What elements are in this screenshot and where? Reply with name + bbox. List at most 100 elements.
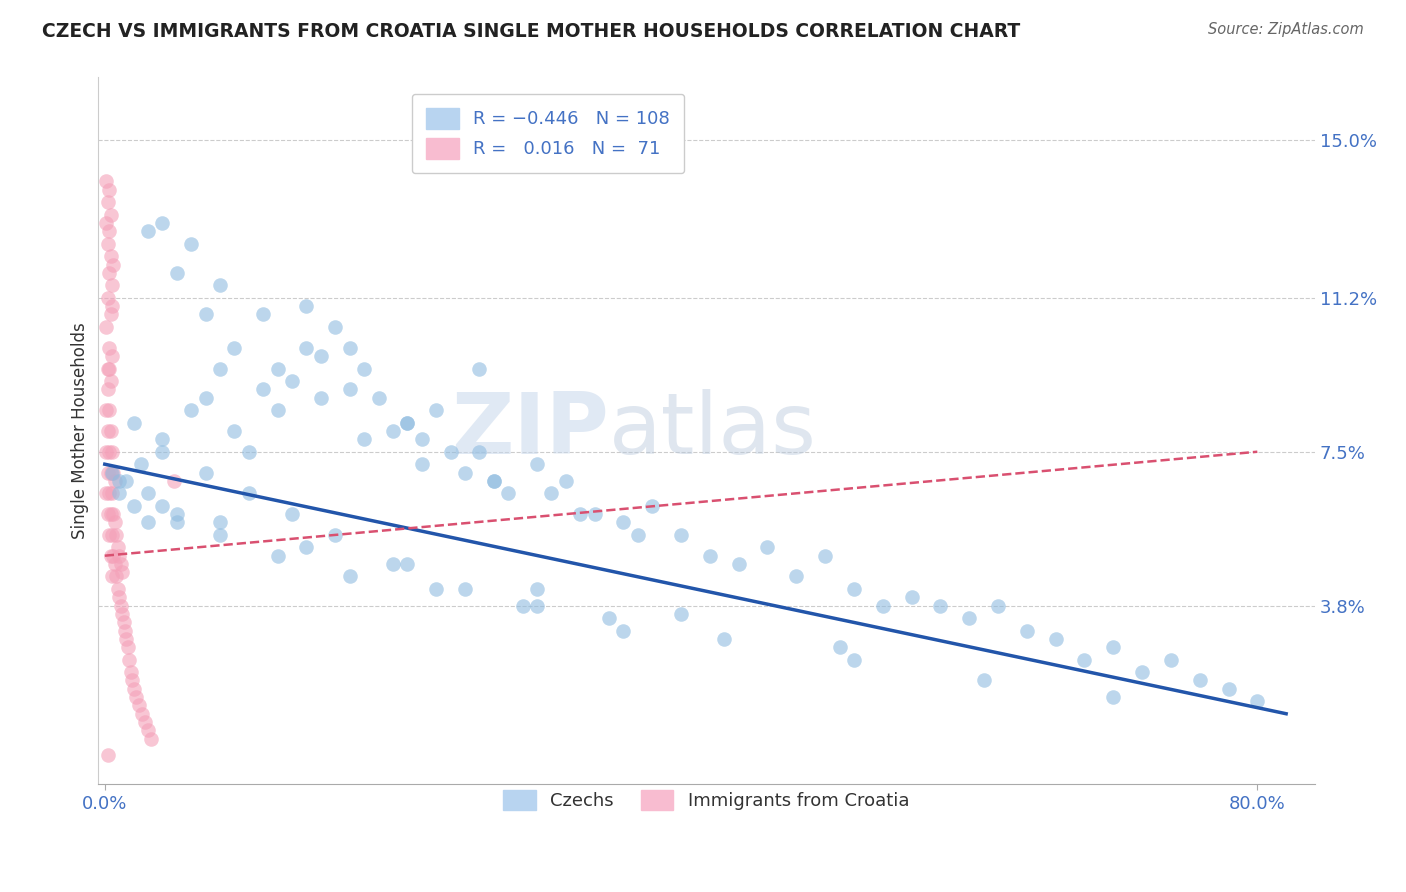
Point [468,361,491,376]
Point [107,541,129,555]
Point [281,374,304,388]
Point [136,723,159,738]
Point [115,632,138,646]
Point [295,341,318,355]
Point [104,557,127,571]
Text: atlas: atlas [609,390,817,473]
Point [131,706,153,721]
Point [367,391,389,405]
Point [1246,694,1268,708]
Point [101,278,124,293]
Point [224,424,246,438]
Point [98,403,121,417]
Point [929,599,952,613]
Point [115,474,138,488]
Point [468,444,491,458]
Point [110,557,132,571]
Point [583,507,606,521]
Point [98,266,121,280]
Point [101,569,124,583]
Point [180,403,202,417]
Point [612,624,634,638]
Point [454,466,477,480]
Point [100,466,122,480]
Point [97,195,120,210]
Point [339,341,361,355]
Point [295,541,318,555]
Point [281,507,304,521]
Point [98,224,121,238]
Y-axis label: Single Mother Households: Single Mother Households [72,323,89,540]
Point [98,528,121,542]
Point [101,486,124,500]
Point [166,516,188,530]
Point [252,382,274,396]
Point [425,582,447,596]
Point [108,486,131,500]
Point [152,444,174,458]
Point [309,349,332,363]
Point [526,599,548,613]
Point [103,258,125,272]
Point [396,416,419,430]
Point [598,611,620,625]
Point [122,499,145,513]
Point [957,611,980,625]
Point [641,499,664,513]
Point [194,308,217,322]
Point [496,486,519,500]
Point [208,516,231,530]
Text: ZIP: ZIP [451,390,609,473]
Point [100,249,122,263]
Point [98,444,121,458]
Point [396,416,419,430]
Point [134,714,156,729]
Point [295,299,318,313]
Point [238,444,260,458]
Point [96,444,118,458]
Point [96,403,118,417]
Point [104,516,127,530]
Point [97,424,120,438]
Point [425,403,447,417]
Point [105,569,128,583]
Point [612,516,634,530]
Point [98,361,121,376]
Point [987,599,1010,613]
Point [107,582,129,596]
Point [125,690,148,704]
Point [128,698,150,713]
Point [627,528,650,542]
Point [100,374,122,388]
Point [152,216,174,230]
Point [166,507,188,521]
Point [669,607,692,621]
Point [727,557,749,571]
Point [381,424,404,438]
Point [842,582,865,596]
Point [152,432,174,446]
Point [1045,632,1067,646]
Point [120,665,142,680]
Point [224,341,246,355]
Point [266,549,288,563]
Point [103,507,125,521]
Point [411,432,433,446]
Point [111,566,134,580]
Point [136,486,159,500]
Point [112,615,135,630]
Point [100,424,122,438]
Point [454,582,477,596]
Point [103,466,125,480]
Point [136,516,159,530]
Point [108,549,131,563]
Point [108,591,131,605]
Point [97,382,120,396]
Point [1160,653,1182,667]
Point [396,557,419,571]
Point [900,591,922,605]
Point [114,624,136,638]
Point [97,236,120,251]
Point [121,673,143,688]
Point [482,474,505,488]
